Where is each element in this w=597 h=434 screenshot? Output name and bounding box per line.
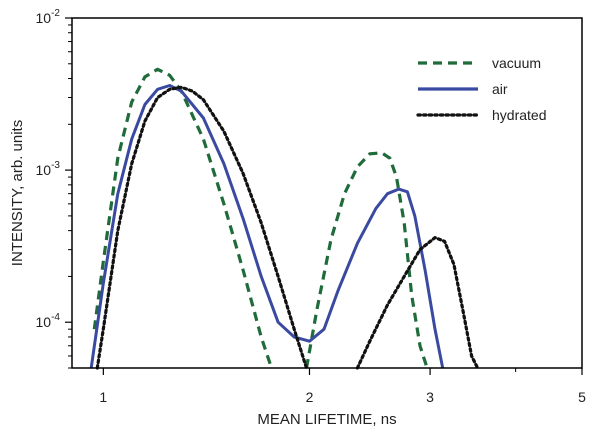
- y-tick-label: 10-3: [36, 160, 61, 178]
- legend-label-hydrated: hydrated: [492, 107, 546, 123]
- y-tick-label: 10-4: [36, 312, 61, 330]
- y-tick-label: 10-2: [36, 8, 61, 26]
- series-line-air: [89, 84, 445, 369]
- legend-label-vacuum: vacuum: [492, 55, 541, 71]
- axis-ticks: [65, 17, 583, 375]
- series-layer: [89, 67, 480, 370]
- y-axis-title: INTENSITY, arb. units: [9, 120, 26, 266]
- x-tick-label: 5: [578, 389, 586, 405]
- tick-labels: 1 2 3 5 10-4 10-3 10-2: [36, 8, 587, 405]
- series-line-vacuum: [92, 67, 429, 369]
- legend: vacuum air hydrated: [416, 55, 546, 123]
- series-line-hydrated: [95, 85, 480, 370]
- x-tick-label: 2: [306, 389, 314, 405]
- x-tick-label: 3: [426, 389, 434, 405]
- legend-label-air: air: [492, 81, 508, 97]
- x-axis-title: MEAN LIFETIME, ns: [257, 411, 396, 428]
- plot-frame: [71, 17, 583, 369]
- x-tick-label: 1: [99, 389, 107, 405]
